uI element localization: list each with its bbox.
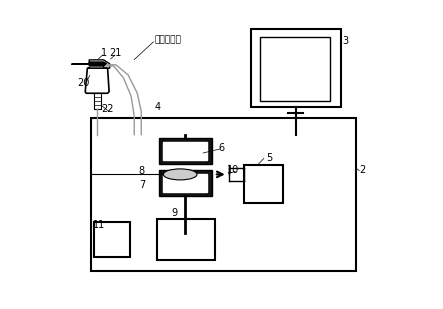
Text: 7: 7 [139, 180, 145, 190]
Bar [157, 219, 215, 260]
Text: 9: 9 [171, 208, 177, 218]
Text: 21: 21 [110, 48, 122, 58]
Bar [251, 29, 341, 107]
Text: 6: 6 [218, 143, 225, 153]
Polygon shape [71, 62, 107, 66]
Text: 2: 2 [359, 165, 365, 175]
Text: 8: 8 [139, 166, 145, 176]
Text: 10: 10 [227, 165, 239, 176]
Bar [163, 174, 207, 192]
Text: 20: 20 [77, 78, 89, 87]
Bar [260, 36, 330, 101]
Text: 4: 4 [154, 102, 160, 112]
Text: 5: 5 [266, 153, 272, 163]
Bar [159, 170, 212, 196]
Text: 22: 22 [101, 104, 114, 114]
Bar [245, 165, 283, 204]
Bar [94, 222, 130, 257]
Text: 11: 11 [93, 220, 105, 230]
Bar [159, 138, 212, 164]
Bar [91, 118, 356, 271]
Text: 检材下组织: 检材下组织 [154, 35, 181, 44]
Text: 3: 3 [342, 36, 349, 46]
Text: 1: 1 [101, 48, 107, 58]
Ellipse shape [163, 169, 197, 180]
Bar [163, 142, 207, 160]
